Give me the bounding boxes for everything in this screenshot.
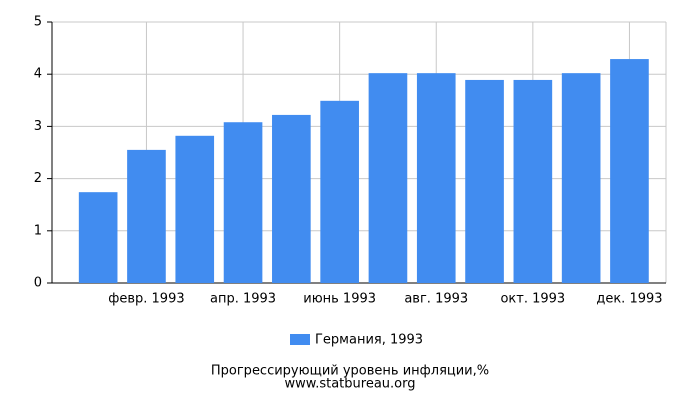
bar — [223, 122, 263, 283]
bar — [272, 114, 311, 283]
legend-label: Германия, 1993 — [315, 333, 423, 348]
x-tick-label: окт. 1993 — [500, 292, 565, 307]
source: www.statbureau.org — [285, 377, 416, 392]
bar — [78, 192, 118, 283]
y-tick-label: 1 — [34, 223, 42, 238]
bar — [416, 73, 456, 283]
bar — [610, 59, 649, 284]
bar — [127, 149, 166, 283]
y-tick-label: 4 — [34, 67, 42, 82]
bar — [465, 79, 504, 283]
y-tick-label: 2 — [34, 171, 42, 186]
y-tick-label: 5 — [34, 15, 42, 30]
x-tick-label: июнь 1993 — [303, 292, 376, 307]
bar — [513, 79, 553, 283]
bar — [175, 135, 215, 283]
x-tick-label: февр. 1993 — [108, 292, 184, 307]
y-tick-label: 0 — [34, 276, 42, 291]
x-tick-label: дек. 1993 — [596, 292, 662, 307]
bar — [561, 73, 601, 283]
bar — [368, 73, 408, 283]
x-tick-label: апр. 1993 — [210, 292, 276, 307]
y-tick-label: 3 — [34, 119, 42, 134]
bar — [320, 100, 359, 284]
chart-title: Прогрессирующий уровень инфляции,% — [211, 364, 489, 379]
legend-swatch — [290, 334, 310, 345]
x-tick-label: авг. 1993 — [404, 292, 468, 307]
